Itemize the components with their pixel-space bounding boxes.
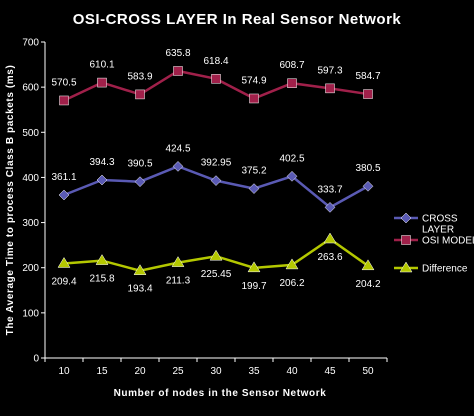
y-tick-label: 100 [22,308,39,319]
data-point [361,259,375,271]
data-label: 392.95 [201,158,232,169]
data-point [59,95,69,106]
data-point [133,264,147,275]
y-tick-label: 700 [22,38,39,49]
legend-label: CROSS LAYER [422,214,458,236]
data-label: 402.5 [279,153,304,164]
y-tick-label: 500 [22,128,39,139]
data-label: 333.7 [317,184,342,195]
data-label: 608.7 [279,60,304,71]
data-point [134,176,146,188]
data-point [97,77,107,88]
data-label: 574.9 [241,75,266,86]
x-axis-label: Number of nodes in the Sensor Network [114,388,327,399]
y-tick-label: 300 [22,218,39,229]
x-tick-label: 35 [248,366,260,377]
data-point [210,175,222,186]
data-point [135,89,145,100]
x-tick-label: 30 [210,366,222,377]
data-point [171,256,185,267]
y-tick-label: 400 [22,173,39,184]
data-point [362,180,374,192]
data-point [248,183,260,194]
data-label: 263.6 [317,252,342,263]
data-label: 583.9 [127,71,152,82]
data-point [286,170,298,182]
data-point [285,258,299,270]
data-label: 390.5 [127,159,152,170]
x-tick-label: 45 [324,366,336,377]
chart-title: OSI-CROSS LAYER In Real Sensor Network [73,11,402,28]
data-point [209,249,223,261]
data-label: 618.4 [203,56,228,67]
y-tick-label: 0 [33,354,39,365]
legend-marker [400,212,412,224]
data-label: 394.3 [89,157,114,168]
x-tick-label: 15 [96,366,108,377]
data-point [324,202,336,213]
data-point [211,74,221,84]
data-point [57,256,71,268]
x-tick-label: 20 [134,366,146,377]
data-label: 635.8 [165,48,190,59]
y-tick-label: 200 [22,263,39,274]
data-label: 211.3 [166,276,191,287]
data-point [95,254,109,265]
plot-area: 0 100 200 300 400 500 600 700 10 15 20 25 30 35 40 45 50… [22,38,388,377]
data-label: 209.4 [51,276,76,287]
data-label: 424.5 [165,143,190,154]
data-point [96,174,108,186]
x-tick-label: 40 [286,366,298,377]
x-tick-label: 10 [58,366,70,377]
x-tick-label: 25 [172,366,184,377]
data-label: 193.4 [127,284,152,295]
data-label: 199.7 [241,281,266,292]
data-point [247,261,261,273]
data-label: 610.1 [89,60,114,71]
data-label: 215.8 [89,274,114,285]
data-label: 361.1 [51,172,76,183]
data-point [172,161,184,172]
legend-label: Difference [422,264,468,275]
data-label: 584.7 [355,71,380,82]
data-point [363,89,373,99]
data-point [323,232,337,244]
data-label: 380.5 [355,163,380,174]
data-label: 375.2 [241,166,266,177]
data-label: 597.3 [317,65,342,76]
y-axis-label: The Average Time to process Class B pack… [5,65,16,336]
data-label: 204.2 [355,279,380,290]
data-label: 570.5 [51,77,76,88]
data-label: 206.2 [279,278,304,289]
x-tick-label: 50 [362,366,374,377]
data-label: 225.45 [201,269,232,280]
y-tick-label: 600 [22,83,39,94]
legend-label: OSI MODEL [422,236,474,247]
data-point [173,66,183,76]
data-point [249,93,259,104]
data-point [325,83,335,94]
legend-marker [399,261,413,273]
data-point [287,78,297,88]
legend-marker [401,235,411,245]
data-point [58,189,70,201]
